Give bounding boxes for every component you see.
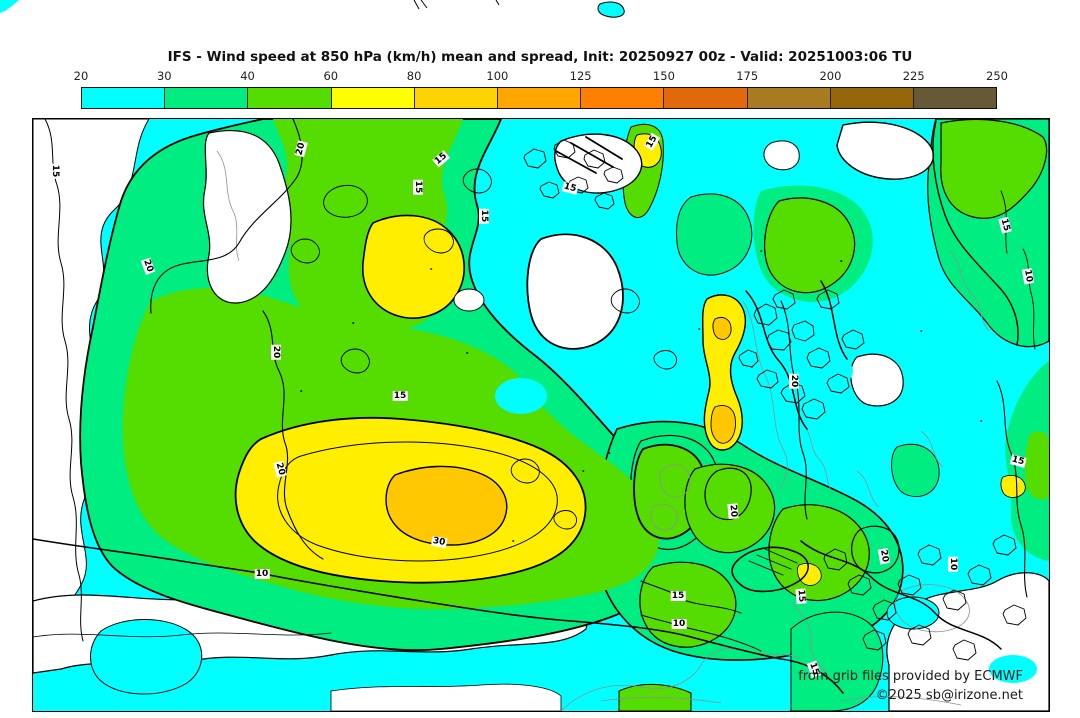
region-fills-cyan-top: [90, 355, 1037, 695]
colorbar: [81, 87, 997, 109]
colorbar-segment: [82, 88, 165, 108]
artifact-tick-marks: [413, 0, 500, 10]
colorbar-tick: 175: [736, 69, 759, 83]
coastlines: [216, 150, 990, 711]
colorbar-segment: [746, 88, 830, 108]
attribution-ecmwf: from grib files provided by ECMWF: [798, 669, 1023, 684]
colorbar-tick: 80: [406, 69, 422, 83]
colorbar-tick: 60: [323, 69, 339, 83]
attribution-copyright: ©2025 sb@irizone.net: [875, 688, 1023, 703]
colorbar-tick: 30: [156, 69, 172, 83]
plot-title: IFS - Wind speed at 850 hPa (km/h) mean …: [167, 49, 913, 65]
colorbar-segment: [413, 88, 497, 108]
colorbar-tick: 100: [486, 69, 509, 83]
colorbar-tick: 40: [240, 69, 255, 83]
colorbar-tick: 225: [902, 69, 925, 83]
colorbar-segment: [663, 88, 747, 108]
colorbar-tick: 20: [73, 69, 89, 83]
colorbar-segment: [829, 88, 913, 108]
colorbar-tick: 250: [986, 69, 1008, 83]
colorbar-segment: [330, 88, 414, 108]
colorbar-tick: 125: [569, 69, 592, 83]
plot-artifacts: [0, 0, 625, 18]
colorbar-segment: [912, 88, 997, 108]
colorbar-tick: 200: [819, 69, 842, 83]
colorbar-segment: [164, 88, 248, 108]
contour-lines: [33, 119, 1036, 694]
colorbar-segment: [247, 88, 331, 108]
artifact-cyan-corner: [0, 0, 19, 13]
map-canvas: [33, 119, 1049, 711]
map-frame: 20 15 15 15 15 15 15 20 20 20 15 30 10 20 15 10 20 20 15 10…: [32, 118, 1050, 712]
colorbar-ticks: 20 30 40 60 80 100 125 150 175 200 225 250: [74, 69, 1008, 83]
colorbar-segment: [496, 88, 581, 108]
artifact-cyan-blob: [597, 1, 625, 18]
colorbar-segment: [580, 88, 664, 108]
region-fills-gold: [385, 316, 736, 546]
colorbar-tick: 150: [652, 69, 675, 83]
